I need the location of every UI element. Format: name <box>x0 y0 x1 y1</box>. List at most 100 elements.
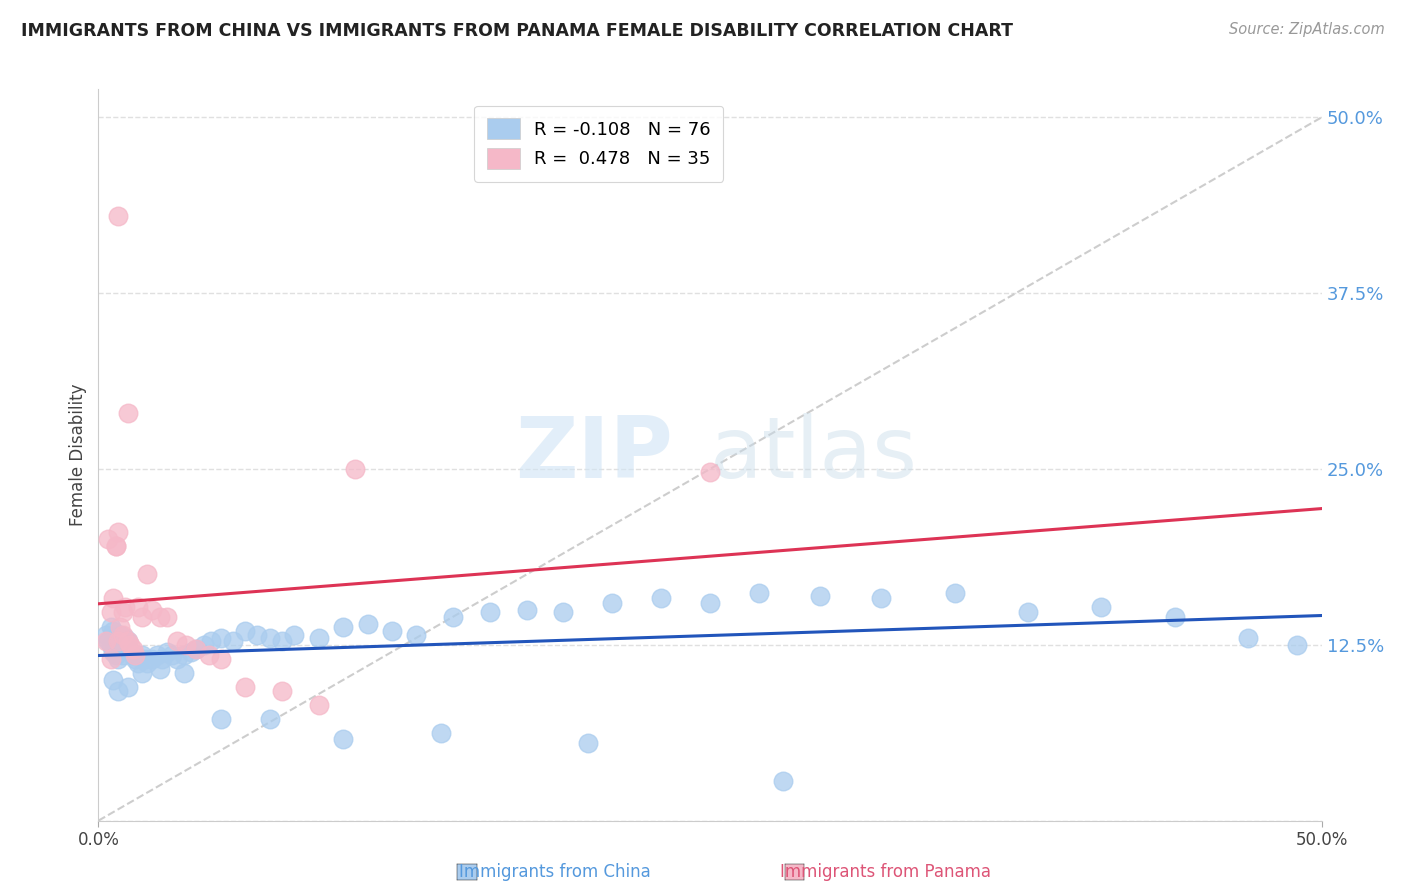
Point <box>270 633 294 648</box>
Point <box>381 624 404 638</box>
Point <box>233 680 256 694</box>
Point <box>576 736 599 750</box>
Point <box>114 599 136 614</box>
Point <box>246 628 269 642</box>
Point <box>111 606 134 620</box>
Point <box>97 633 120 648</box>
Point <box>136 567 159 582</box>
Point <box>146 648 169 662</box>
Point <box>553 606 575 620</box>
Point <box>166 633 188 648</box>
Text: Source: ZipAtlas.com: Source: ZipAtlas.com <box>1229 22 1385 37</box>
Point <box>943 586 966 600</box>
Point <box>101 591 124 606</box>
Point <box>94 633 117 648</box>
Point <box>131 665 153 680</box>
Point <box>111 648 134 662</box>
Point <box>650 591 672 606</box>
Point <box>1164 609 1187 624</box>
Point <box>441 609 464 624</box>
Point <box>1017 606 1039 620</box>
Text: Immigrants from Panama: Immigrants from Panama <box>780 863 991 881</box>
Point <box>107 209 129 223</box>
Point <box>1090 599 1112 614</box>
Point <box>180 645 202 659</box>
Point <box>699 465 721 479</box>
Point <box>515 602 537 616</box>
Point <box>156 609 179 624</box>
Point <box>110 642 132 657</box>
Point <box>150 652 173 666</box>
Point <box>308 698 330 713</box>
Point <box>107 633 129 648</box>
Point <box>699 596 721 610</box>
Point <box>149 662 172 676</box>
Legend: R = -0.108   N = 76, R =  0.478   N = 35: R = -0.108 N = 76, R = 0.478 N = 35 <box>474 105 723 182</box>
Point <box>97 533 120 547</box>
Point <box>127 599 149 614</box>
Point <box>136 656 159 670</box>
Point <box>121 642 143 657</box>
Point <box>200 633 222 648</box>
Point <box>405 628 427 642</box>
Point <box>156 645 179 659</box>
Point <box>160 648 183 662</box>
Point <box>104 631 127 645</box>
Point <box>124 652 146 666</box>
Point <box>100 638 122 652</box>
Point <box>120 638 142 652</box>
Point <box>1286 638 1309 652</box>
Point <box>259 631 281 645</box>
Point <box>233 624 256 638</box>
Point <box>176 638 198 652</box>
Point <box>356 616 378 631</box>
Point <box>332 732 354 747</box>
Point <box>173 648 195 662</box>
Point <box>600 596 623 610</box>
Point <box>772 774 794 789</box>
Point <box>107 525 129 540</box>
Point <box>173 665 195 680</box>
Point <box>104 539 127 553</box>
Point <box>283 628 305 642</box>
Point <box>101 624 124 638</box>
Point <box>107 684 129 698</box>
Point <box>104 648 127 662</box>
Point <box>117 406 139 420</box>
Point <box>100 652 122 666</box>
Point <box>101 645 124 659</box>
Point <box>141 602 163 616</box>
Point <box>193 638 215 652</box>
Point <box>131 648 153 662</box>
Text: IMMIGRANTS FROM CHINA VS IMMIGRANTS FROM PANAMA FEMALE DISABILITY CORRELATION CH: IMMIGRANTS FROM CHINA VS IMMIGRANTS FROM… <box>21 22 1014 40</box>
Point <box>209 652 232 666</box>
Point <box>110 619 132 633</box>
Point <box>197 648 219 662</box>
Text: Immigrants from China: Immigrants from China <box>460 863 651 881</box>
Point <box>344 462 367 476</box>
Point <box>748 586 770 600</box>
Point <box>134 652 156 666</box>
Point <box>114 631 136 645</box>
Point <box>270 684 294 698</box>
Point <box>117 642 139 657</box>
Point <box>124 648 146 662</box>
Point <box>259 712 281 726</box>
Point <box>100 619 122 633</box>
Point <box>166 652 188 666</box>
Point <box>121 648 143 662</box>
Text: ZIP: ZIP <box>516 413 673 497</box>
Point <box>117 633 139 648</box>
Point <box>478 606 501 620</box>
Point <box>186 642 208 657</box>
Point <box>107 652 129 666</box>
Point <box>308 631 330 645</box>
Point <box>131 609 153 624</box>
Point <box>111 633 134 648</box>
Point <box>110 628 132 642</box>
Point <box>100 606 122 620</box>
Point <box>222 633 245 648</box>
Point <box>107 633 129 648</box>
Point <box>141 652 163 666</box>
Point <box>209 631 232 645</box>
